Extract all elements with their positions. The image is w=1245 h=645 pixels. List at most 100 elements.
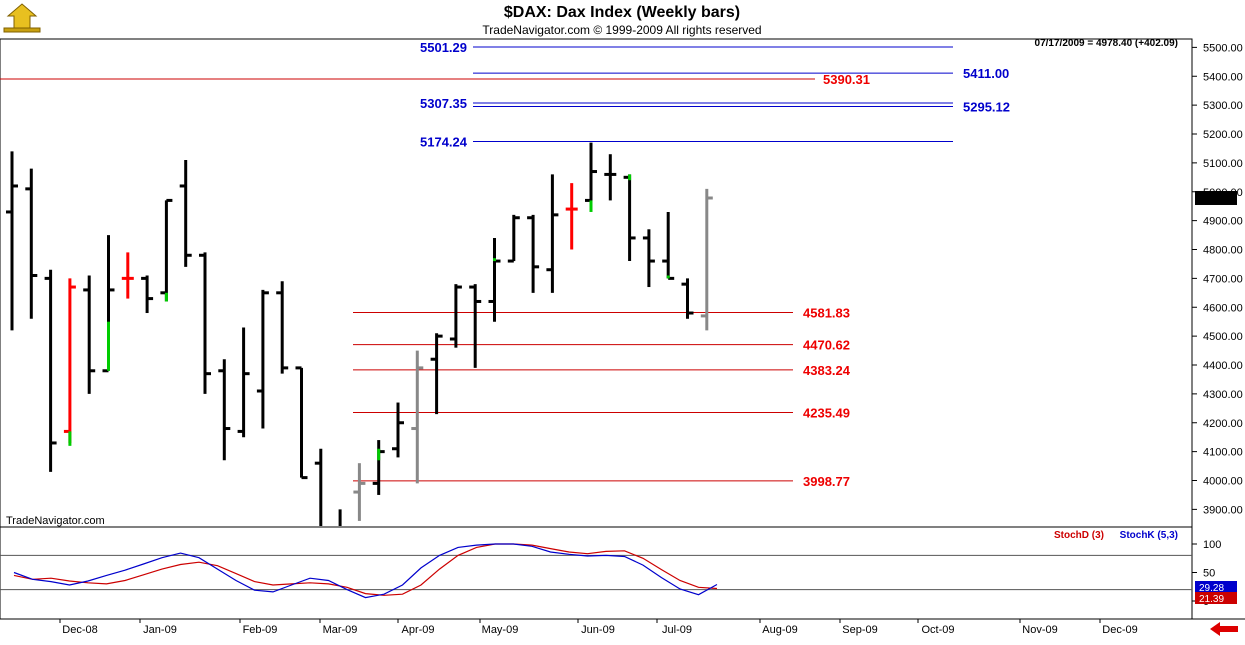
price-bar (372, 440, 385, 495)
price-tick-label: 5400.00 (1203, 71, 1243, 83)
price-axis-ticks: 3900.00 4000.00 4100.00 4200.00 4300.00 4400.… (1192, 42, 1243, 516)
time-tick-label: Mar-09 (323, 624, 358, 636)
time-tick-label: Nov-09 (1022, 624, 1057, 636)
time-tick-label: Dec-08 (62, 624, 97, 636)
price-tick-label: 4800.00 (1203, 245, 1243, 257)
stochk-last-label: 29.28 (1199, 583, 1224, 594)
support-label: 4470.62 (803, 338, 850, 353)
price-tick-label: 4400.00 (1203, 360, 1243, 372)
price-tick-label: 4900.00 (1203, 216, 1243, 228)
price-bar (6, 151, 18, 331)
stochastic-panel-frame (0, 526, 1193, 620)
price-tick-label: 4200.00 (1203, 418, 1243, 430)
price-tick-label: 5200.00 (1203, 129, 1243, 141)
price-tick-label: 5500.00 (1203, 42, 1243, 54)
resistance-label: 5307.35 (420, 96, 467, 111)
price-bar (295, 366, 308, 480)
support-label: 4581.83 (803, 305, 850, 320)
price-bar (585, 142, 597, 210)
scroll-right-arrow-icon[interactable] (1206, 621, 1243, 638)
time-tick-label: Jul-09 (662, 624, 692, 636)
price-bar (642, 229, 655, 288)
price-panel-frame (0, 38, 1193, 528)
last-price-label: 4978.40 (1197, 193, 1237, 205)
price-bar (430, 333, 443, 415)
stoch-tick-label: 50 (1203, 568, 1215, 580)
price-tick-label: 5100.00 (1203, 158, 1243, 170)
chart-title: $DAX: Dax Index (Weekly bars) (504, 4, 740, 21)
price-bar (256, 289, 269, 429)
price-bar (604, 154, 617, 201)
time-tick-label: Oct-09 (921, 624, 954, 636)
legend-stochk: StochK (5,3) (1120, 530, 1178, 541)
price-bar (276, 281, 289, 374)
last-price-box (1195, 190, 1237, 205)
stochk-line (13, 543, 718, 599)
time-tick-label: Jun-09 (581, 624, 615, 636)
price-bar (199, 252, 211, 394)
price-bar (449, 284, 462, 348)
price-bar (338, 509, 342, 526)
time-axis-ticks: Dec-08 Jan-09 Feb-09 Mar-09 Apr-09 May-09 Jun-… (59, 619, 1138, 636)
stoch-tick-label: 100 (1203, 539, 1221, 551)
price-tick-label: 4000.00 (1203, 476, 1243, 488)
resistance-label: 5174.24 (420, 134, 468, 149)
time-tick-label: Dec-09 (1102, 624, 1137, 636)
price-bar (237, 327, 250, 438)
trade-navigator-logo (3, 3, 41, 33)
support-label: 4383.24 (803, 363, 851, 378)
price-tick-label: 4500.00 (1203, 331, 1243, 343)
price-bar (488, 237, 501, 322)
time-tick-label: Sep-09 (842, 624, 877, 636)
resistance-label: 5295.12 (963, 100, 1010, 115)
price-bar (527, 214, 540, 293)
time-tick-label: Feb-09 (243, 624, 278, 636)
watermark-text: TradeNavigator.com (6, 515, 105, 527)
stochd-line (13, 543, 718, 596)
stochd-last-box (1195, 592, 1237, 604)
price-bars (6, 142, 713, 526)
stochk-last-box (1195, 581, 1237, 593)
stochastic-lines (0, 543, 1192, 599)
price-bar (565, 183, 578, 250)
copyright-text: TradeNavigator.com © 1999-2009 All right… (482, 23, 761, 37)
time-tick-label: Apr-09 (401, 624, 434, 636)
price-bar (179, 159, 192, 267)
price-tick-label: 4600.00 (1203, 302, 1243, 314)
price-bar (546, 174, 559, 293)
price-tick-label: 3900.00 (1203, 504, 1243, 516)
price-bar (681, 278, 694, 319)
price-bar (469, 284, 482, 368)
support-label: 3998.77 (803, 474, 850, 489)
price-bar (392, 402, 404, 458)
level-lines: 5501.29 5411.00 5307.35 5295.12 5174.24 5390.… (0, 40, 1010, 489)
price-bar (44, 269, 57, 472)
price-bar (411, 350, 424, 484)
price-bar (218, 359, 231, 461)
price-bar (353, 463, 366, 521)
price-bar (314, 448, 323, 526)
time-tick-label: Jan-09 (143, 624, 177, 636)
price-bar (63, 278, 76, 443)
price-bar (121, 252, 134, 299)
resistance-label: 5501.29 (420, 40, 467, 55)
price-tick-label: 5300.00 (1203, 100, 1243, 112)
stochd-last-label: 21.39 (1199, 594, 1224, 605)
legend-stochd: StochD (3) (1054, 530, 1104, 541)
price-bar (662, 211, 675, 280)
quote-readout: 07/17/2009 = 4978.40 (+402.09) (1035, 38, 1178, 49)
resistance-label: 5411.00 (963, 66, 1009, 81)
time-tick-label: Aug-09 (762, 624, 797, 636)
price-tick-label: 4300.00 (1203, 389, 1243, 401)
price-bar (507, 214, 520, 263)
price-tick-label: 4700.00 (1203, 273, 1243, 285)
price-bar (700, 188, 713, 331)
time-tick-label: May-09 (482, 624, 519, 636)
support-label: 4235.49 (803, 406, 850, 421)
price-bar (160, 198, 173, 302)
price-bar (25, 168, 38, 319)
price-bar (83, 275, 96, 394)
